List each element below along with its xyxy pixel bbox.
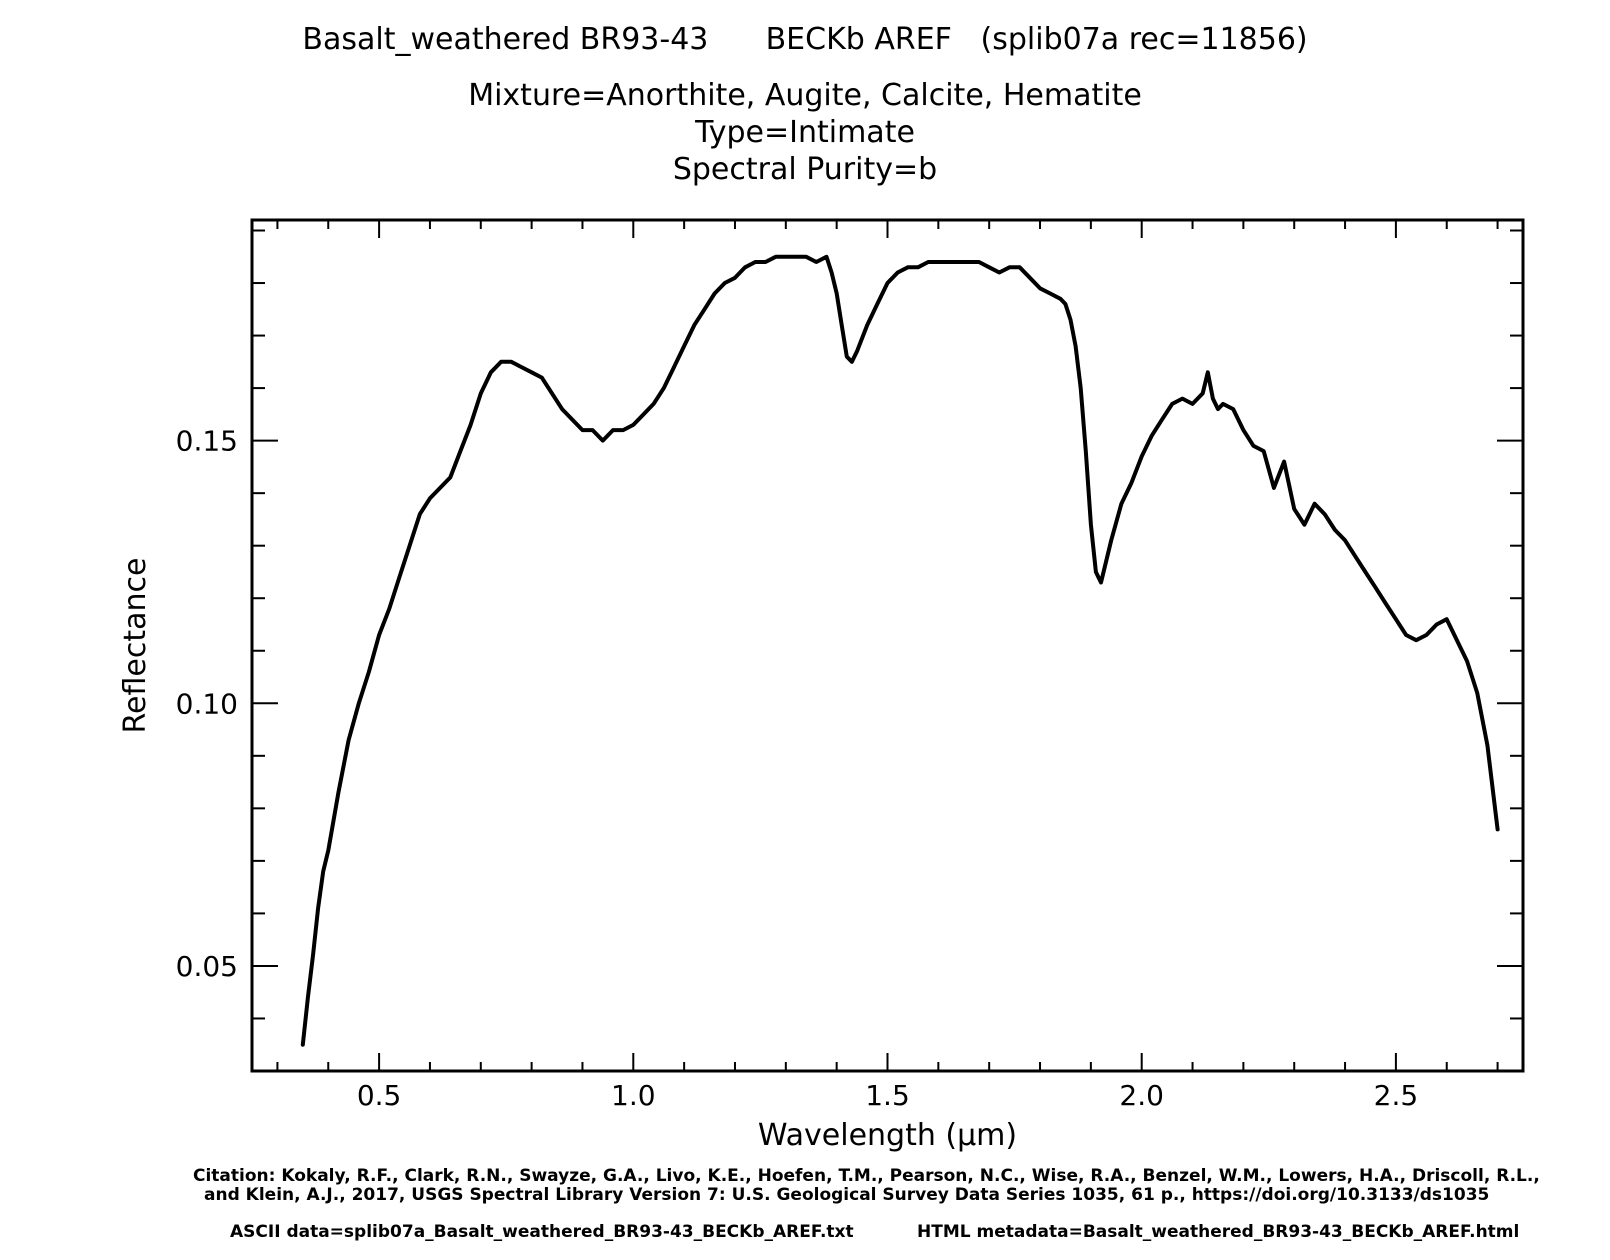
chart-subtitle-mixture: Mixture=Anorthite, Augite, Calcite, Hema…	[468, 78, 1142, 113]
y-axis-label: Reflectance	[118, 558, 153, 734]
y-tick-label: 0.05	[176, 950, 238, 983]
axis-tick-labels: 0.5 1.0 1.5 2.0 2.5 0.05 0.10 0.15	[176, 425, 1419, 1112]
chart-subtitle-purity: Spectral Purity=b	[672, 152, 938, 187]
x-tick-label: 0.5	[357, 1079, 402, 1112]
plot-frame	[250, 218, 1525, 1073]
ascii-data-filename: ASCII data=splib07a_Basalt_weathered_BR9…	[230, 1222, 854, 1242]
citation-line-1: Citation: Kokaly, R.F., Clark, R.N., Swa…	[193, 1166, 1540, 1186]
series-line-reflectance	[300, 254, 1500, 1047]
x-tick-label: 2.5	[1374, 1079, 1419, 1112]
html-metadata-filename: HTML metadata=Basalt_weathered_BR93-43_B…	[917, 1222, 1520, 1242]
y-tick-label: 0.15	[176, 425, 238, 458]
title-spectrometer: BECKb AREF	[765, 22, 952, 57]
chart-subtitle-type: Type=Intimate	[695, 115, 915, 150]
x-tick-label: 1.0	[611, 1079, 656, 1112]
x-tick-label: 2.0	[1119, 1079, 1164, 1112]
title-sample: Basalt_weathered BR93-43	[302, 22, 709, 57]
y-tick-label: 0.10	[176, 687, 238, 720]
x-tick-label: 1.5	[865, 1079, 910, 1112]
chart-title: Basalt_weathered BR93-43 BECKb AREF (spl…	[0, 22, 1610, 58]
title-record: (splib07a rec=11856)	[980, 22, 1308, 57]
citation-line-2: and Klein, A.J., 2017, USGS Spectral Lib…	[204, 1185, 1490, 1205]
axis-ticks	[252, 220, 1523, 1071]
x-axis-label: Wavelength (μm)	[758, 1118, 1017, 1153]
